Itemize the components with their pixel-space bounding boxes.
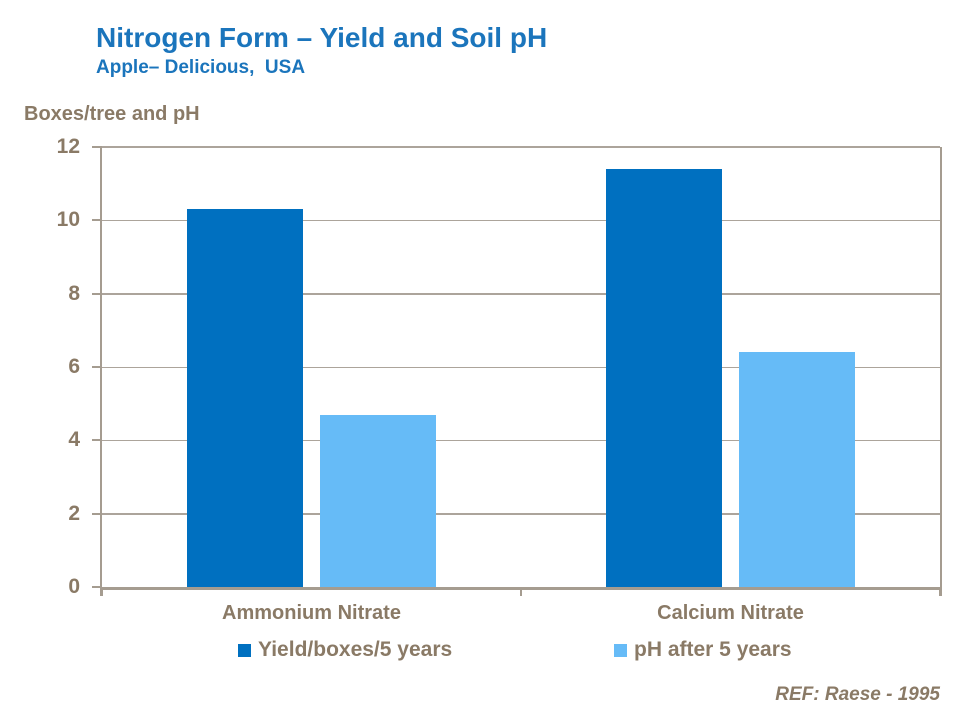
x-axis-tick — [101, 587, 103, 596]
reference-text: REF: Raese - 1995 — [775, 684, 940, 705]
legend-item: pH after 5 years — [614, 637, 792, 663]
legend: Yield/boxes/5 years pH after 5 years — [0, 637, 960, 667]
y-axis-tick — [92, 439, 102, 442]
y-axis-tick — [92, 219, 102, 222]
legend-swatch — [238, 643, 251, 657]
x-axis-tick — [520, 587, 522, 596]
y-tick-label: 12 — [56, 135, 80, 158]
legend-label: pH after 5 years — [634, 638, 792, 661]
y-tick-label: 4 — [68, 428, 80, 452]
y-tick-label: 8 — [68, 281, 80, 305]
chart-title: Nitrogen Form – Yield and Soil pH — [96, 22, 548, 53]
y-tick-label: 0 — [68, 575, 80, 598]
y-axis-tick — [92, 512, 102, 515]
gridline — [102, 439, 940, 442]
category-label: Calcium Nitrate — [657, 602, 804, 624]
y-axis-title: Boxes/tree and pH — [24, 103, 200, 125]
plot-right-border — [940, 147, 942, 596]
gridline — [102, 366, 940, 368]
legend-swatch — [614, 643, 627, 657]
gridline — [102, 513, 940, 515]
bar-ph — [320, 414, 436, 587]
bar-yield — [187, 209, 303, 587]
chart-subtitle: Apple– Delicious, USA — [96, 57, 306, 78]
y-axis-tick — [92, 366, 102, 368]
y-axis-tick — [92, 146, 102, 148]
category-label: Ammonium Nitrate — [222, 602, 401, 624]
y-axis-line — [100, 147, 102, 596]
y-tick-label: 10 — [56, 208, 80, 232]
y-axis-tick — [92, 586, 102, 588]
legend-label: Yield/boxes/5 years — [258, 638, 453, 661]
gridline — [102, 293, 940, 295]
y-tick-label: 6 — [68, 355, 80, 378]
bar-ph — [739, 352, 855, 587]
y-tick-label: 2 — [68, 501, 80, 525]
x-axis-tick — [939, 587, 941, 596]
plot-area: 0 2 4 6 8 10 12 Ammonium Nitrate Calcium Nitrate — [57, 135, 942, 624]
bar-yield — [606, 169, 722, 587]
gridline — [102, 219, 940, 222]
y-axis-tick — [92, 292, 102, 295]
gridline — [102, 146, 940, 148]
legend-item: Yield/boxes/5 years — [238, 637, 452, 663]
